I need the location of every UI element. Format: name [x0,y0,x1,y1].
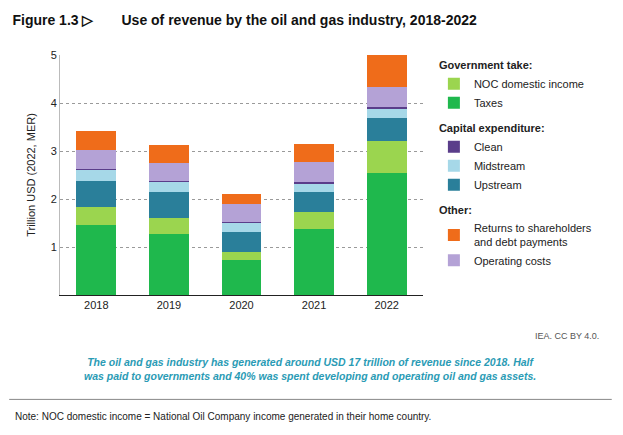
svg-text:Trillion USD (2022, MER): Trillion USD (2022, MER) [25,113,37,237]
svg-text:IEA. CC BY 4.0.: IEA. CC BY 4.0. [535,331,599,341]
svg-text:Note: NOC domestic income = Na: Note: NOC domestic income = National Oil… [15,411,431,422]
svg-text:1: 1 [51,241,57,253]
svg-text:3: 3 [51,145,57,157]
svg-text:Midstream: Midstream [474,160,525,172]
svg-text:2021: 2021 [302,299,326,311]
svg-text:Figure 1.3 ▷ Use of revenue b: Figure 1.3 ▷ Use of revenue by the oil a… [12,12,477,28]
svg-text:Operating costs: Operating costs [474,255,552,267]
svg-text:2018: 2018 [84,299,108,311]
svg-text:4: 4 [51,97,57,109]
svg-text:2: 2 [51,193,57,205]
svg-text:Capital expenditure:: Capital expenditure: [439,122,545,134]
svg-text:Government take:: Government take: [439,59,533,71]
svg-text:NOC domestic income: NOC domestic income [474,78,584,90]
svg-text:Returns to shareholdersand deb: Returns to shareholdersand debt payments [474,222,592,248]
svg-text:The oil and gas industry has g: The oil and gas industry has generated a… [84,356,536,382]
svg-text:2019: 2019 [157,299,181,311]
svg-text:2020: 2020 [229,299,253,311]
svg-text:Other:: Other: [439,204,472,216]
svg-text:2022: 2022 [374,299,398,311]
svg-text:Clean: Clean [474,141,503,153]
svg-text:5: 5 [51,49,57,61]
svg-text:Upstream: Upstream [474,179,522,191]
svg-text:Taxes: Taxes [474,97,503,109]
